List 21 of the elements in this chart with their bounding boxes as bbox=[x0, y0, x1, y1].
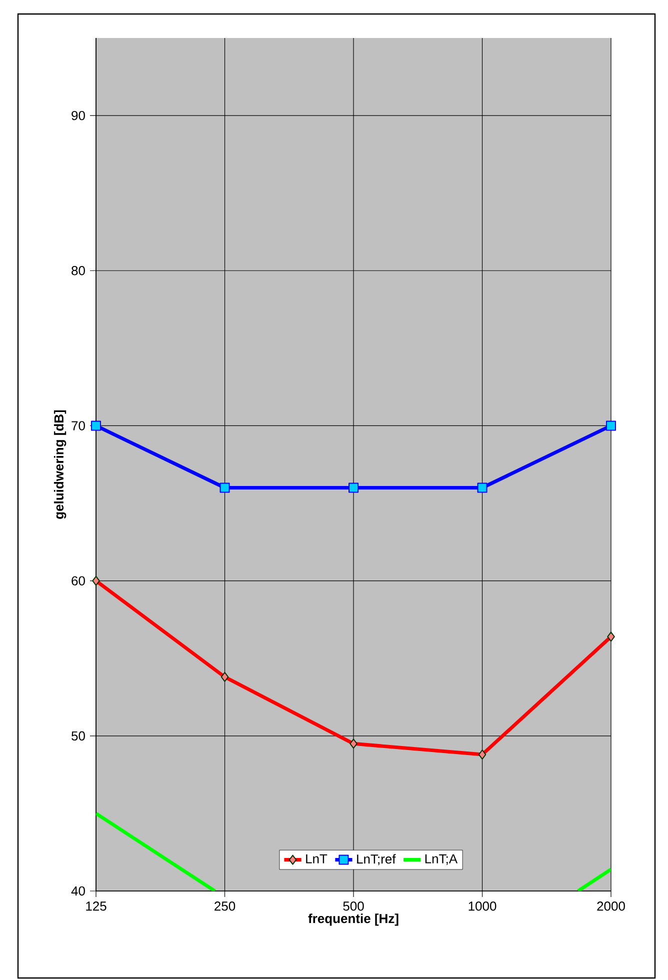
y-tick-label: 90 bbox=[72, 110, 85, 120]
legend-label: LnT bbox=[306, 854, 328, 864]
x-tick-label: 2000 bbox=[597, 902, 625, 911]
x-axis-title: frequentie [Hz] bbox=[308, 914, 398, 926]
y-tick-label: 80 bbox=[72, 266, 85, 276]
x-tick-label: 250 bbox=[214, 902, 236, 911]
y-tick-label: 40 bbox=[71, 886, 85, 896]
y-axis-title: geluidwering [dB] bbox=[54, 410, 66, 519]
x-tick-label: 1000 bbox=[468, 902, 496, 911]
point bbox=[91, 420, 102, 431]
point bbox=[220, 482, 230, 493]
point bbox=[348, 482, 359, 493]
y-tick-label: 60 bbox=[72, 576, 85, 586]
y-tick-label: 70 bbox=[72, 421, 85, 430]
legend-label: LnT;ref bbox=[357, 854, 396, 866]
x-tick-label: 500 bbox=[343, 902, 364, 911]
point bbox=[477, 482, 488, 493]
x-tick-label: 125 bbox=[86, 902, 106, 911]
point bbox=[606, 420, 616, 431]
legend-label: LnT;A bbox=[425, 854, 458, 865]
y-tick-label: 50 bbox=[72, 731, 85, 741]
